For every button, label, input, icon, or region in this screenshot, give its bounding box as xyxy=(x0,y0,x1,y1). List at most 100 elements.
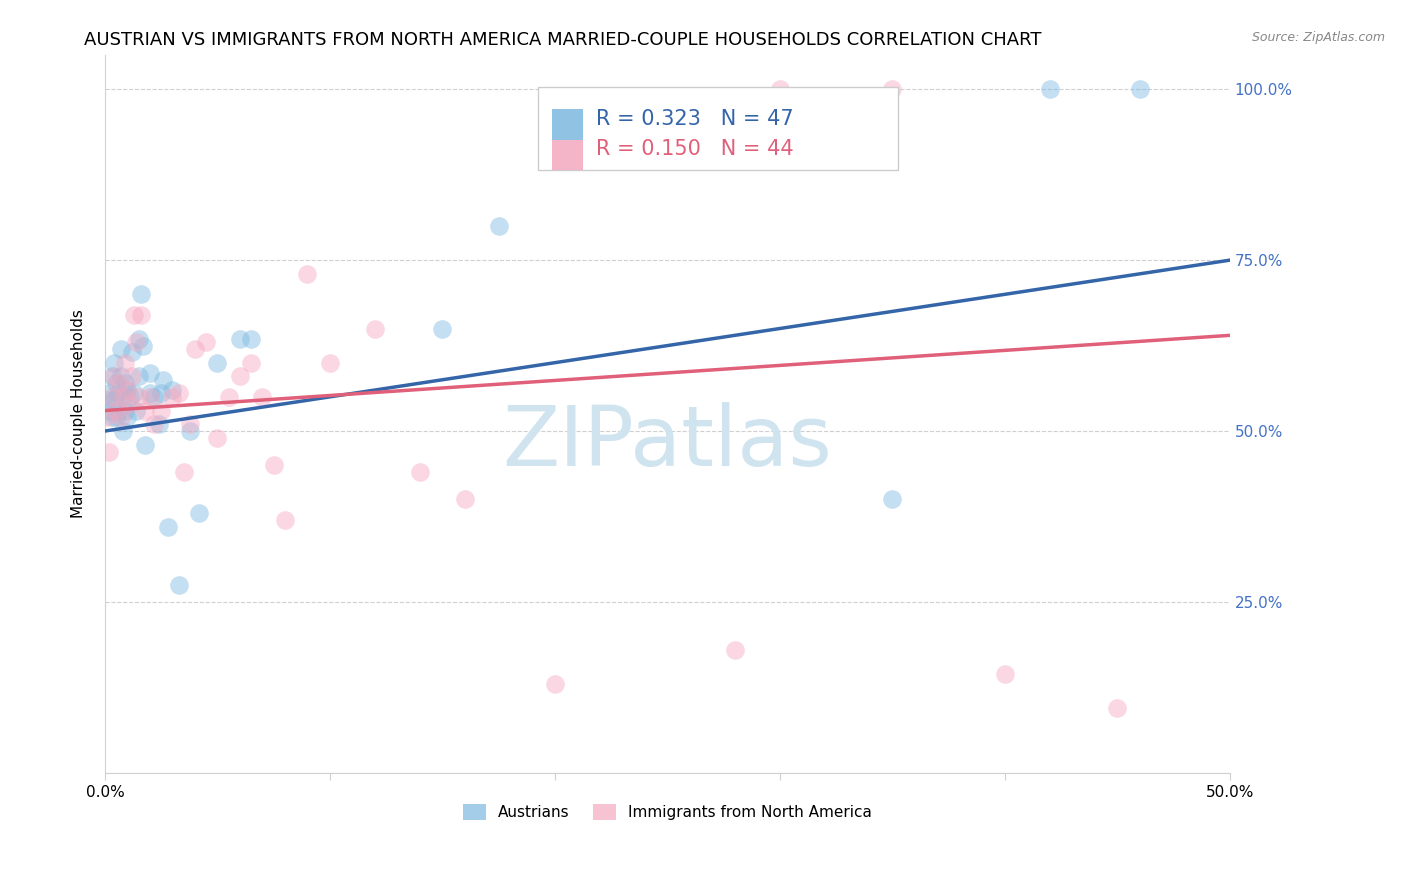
Point xyxy=(117,410,139,425)
Point xyxy=(240,356,263,370)
Point xyxy=(179,424,201,438)
Point xyxy=(111,390,134,404)
Point xyxy=(167,386,190,401)
Point xyxy=(134,438,156,452)
Point xyxy=(454,492,477,507)
Point xyxy=(162,383,184,397)
Point xyxy=(100,390,122,404)
Point xyxy=(252,390,274,404)
Point xyxy=(167,578,190,592)
Point xyxy=(724,642,747,657)
Point xyxy=(179,417,201,432)
Point xyxy=(100,410,122,425)
Point xyxy=(207,431,229,445)
Point xyxy=(128,369,150,384)
Point xyxy=(195,335,218,350)
Point xyxy=(114,356,136,370)
Point xyxy=(117,383,139,397)
Point xyxy=(96,410,118,425)
Point xyxy=(129,308,152,322)
Point xyxy=(118,397,141,411)
Point xyxy=(103,356,125,370)
Point xyxy=(994,666,1017,681)
Point xyxy=(132,338,155,352)
Point xyxy=(1039,82,1062,96)
Point xyxy=(103,393,125,408)
Point xyxy=(162,390,184,404)
Point xyxy=(229,332,252,346)
Point xyxy=(274,513,297,527)
Point xyxy=(117,383,139,397)
Point xyxy=(207,356,229,370)
Point xyxy=(488,219,510,233)
Point xyxy=(882,82,904,96)
Point xyxy=(150,386,173,401)
Point xyxy=(125,403,148,417)
Point xyxy=(98,386,121,401)
Point xyxy=(143,417,166,432)
Point xyxy=(105,376,128,391)
Point xyxy=(432,321,454,335)
Point xyxy=(139,366,162,380)
Point xyxy=(1129,82,1152,96)
Point xyxy=(118,390,141,404)
Point xyxy=(107,386,129,401)
Point xyxy=(110,369,132,384)
Point xyxy=(114,376,136,391)
Bar xyxy=(551,110,583,140)
Text: Source: ZipAtlas.com: Source: ZipAtlas.com xyxy=(1251,31,1385,45)
Point xyxy=(110,410,132,425)
Point xyxy=(98,403,121,417)
Point xyxy=(121,369,143,384)
Point xyxy=(98,444,121,458)
Point xyxy=(114,403,136,417)
Point xyxy=(110,342,132,356)
Legend: Austrians, Immigrants from North America: Austrians, Immigrants from North America xyxy=(457,797,877,826)
Point xyxy=(121,345,143,359)
Point xyxy=(152,373,174,387)
Point xyxy=(128,332,150,346)
Y-axis label: Married-couple Households: Married-couple Households xyxy=(72,310,86,518)
Point xyxy=(122,386,145,401)
Text: AUSTRIAN VS IMMIGRANTS FROM NORTH AMERICA MARRIED-COUPLE HOUSEHOLDS CORRELATION : AUSTRIAN VS IMMIGRANTS FROM NORTH AMERIC… xyxy=(84,31,1042,49)
Point xyxy=(125,335,148,350)
Point xyxy=(111,390,134,404)
Text: R = 0.323   N = 47: R = 0.323 N = 47 xyxy=(596,109,794,128)
Point xyxy=(105,410,128,425)
Point xyxy=(188,506,211,520)
Point xyxy=(218,390,240,404)
Point xyxy=(184,342,207,356)
Text: ZIPatlas: ZIPatlas xyxy=(502,402,832,483)
Point xyxy=(150,403,173,417)
Point xyxy=(139,390,162,404)
Point xyxy=(128,390,150,404)
Point xyxy=(263,458,285,473)
Point xyxy=(409,465,432,479)
Point xyxy=(297,267,319,281)
Point xyxy=(148,417,170,432)
Point xyxy=(544,677,567,691)
Point xyxy=(173,465,195,479)
Point xyxy=(105,403,128,417)
Point xyxy=(122,308,145,322)
Point xyxy=(139,386,162,401)
Point xyxy=(882,492,904,507)
Point xyxy=(143,390,166,404)
Point xyxy=(319,356,342,370)
Point xyxy=(107,403,129,417)
Point xyxy=(103,369,125,384)
Point xyxy=(229,369,252,384)
Point xyxy=(1107,701,1129,715)
Point xyxy=(111,424,134,438)
Point xyxy=(364,321,387,335)
Point xyxy=(100,369,122,384)
Text: R = 0.150   N = 44: R = 0.150 N = 44 xyxy=(596,139,794,160)
Point xyxy=(129,287,152,301)
Point xyxy=(96,393,118,408)
Point xyxy=(156,519,179,533)
Point xyxy=(134,403,156,417)
Bar xyxy=(551,140,583,170)
Point xyxy=(107,376,129,391)
Point xyxy=(769,82,792,96)
FancyBboxPatch shape xyxy=(538,87,898,170)
